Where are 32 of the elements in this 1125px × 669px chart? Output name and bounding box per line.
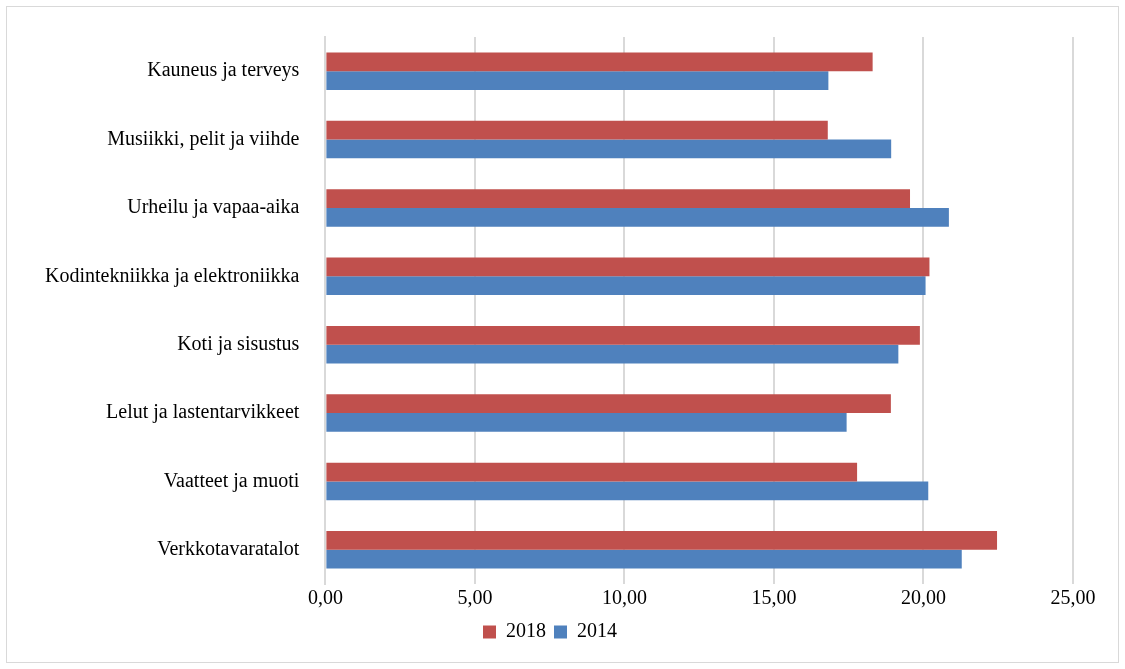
y-tick-label: Urheilu ja vapaa-aika [127,195,300,219]
x-tick-label: 5,00 [457,586,493,609]
y-tick-label: Kauneus ja terveys [147,58,300,82]
bar [326,481,929,501]
x-tick-label: 15,00 [751,586,797,609]
bar [326,71,829,90]
bar [326,394,891,414]
bar [326,549,962,569]
bar [326,276,926,296]
bar [326,325,920,345]
bar [326,531,998,550]
bar [326,344,899,364]
bar [326,52,873,72]
bar [326,462,858,482]
x-tick-label: 20,00 [900,586,946,609]
x-tick-label: 0,00 [307,586,343,609]
legend-label: 2018 [506,619,546,642]
x-tick-label: 25,00 [1050,586,1096,609]
bar [326,257,930,277]
bar [326,207,949,227]
bar [326,413,847,432]
bar [326,189,911,208]
y-tick-label: Vaatteet ja muoti [163,468,300,492]
y-tick-label: Kodintekniikka ja elektroniikka [45,263,300,287]
bar [326,139,892,159]
y-tick-label: Musiikki, pelit ja viihde [107,126,300,150]
legend-label: 2014 [577,619,617,642]
y-tick-label: Lelut ja lastentarvikkeet [106,400,300,424]
y-tick-label: Verkkotavaratalot [157,537,300,560]
bar [326,120,828,140]
y-tick-label: Koti ja sisustus [177,331,300,355]
x-tick-label: 10,00 [601,586,647,609]
